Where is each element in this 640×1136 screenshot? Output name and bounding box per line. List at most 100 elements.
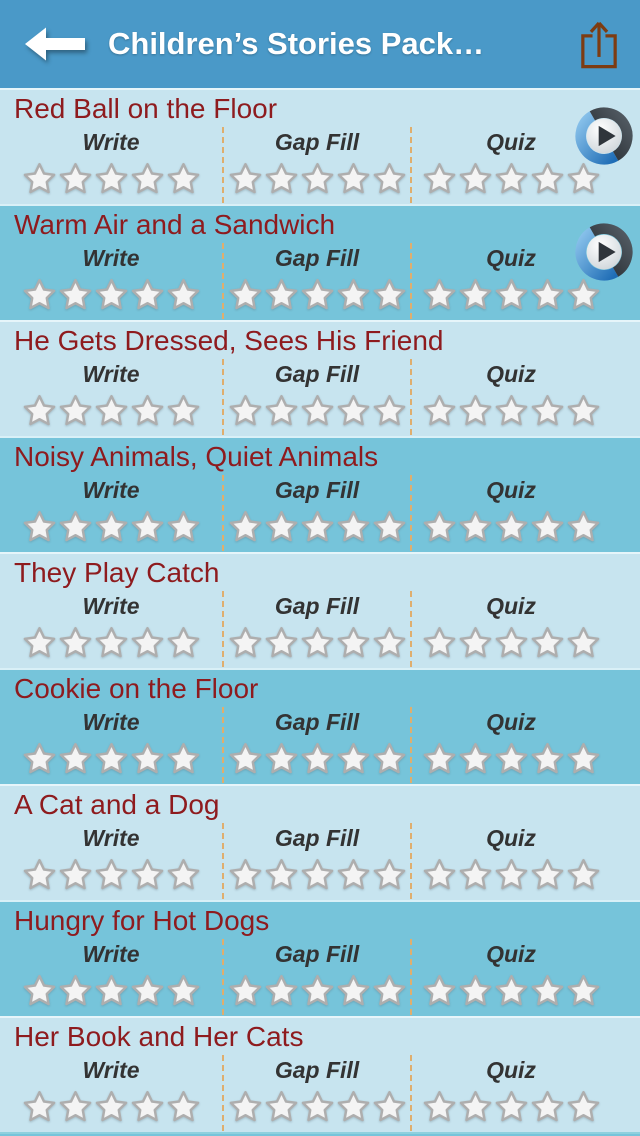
star-icon [423,858,455,890]
rating-stars-quiz [422,393,601,428]
star-icon [495,626,527,658]
star-icon [301,510,333,542]
activity-label-write: Write [82,1057,140,1083]
star-icon [337,1090,369,1122]
star-icon [301,626,333,658]
star-icon [59,278,91,310]
star-icon [131,626,163,658]
star-icon [423,162,455,194]
star-icon [167,974,199,1006]
activity-cell-write[interactable]: Write [0,243,224,319]
star-icon [301,974,333,1006]
star-icon [495,162,527,194]
star-icon [23,742,55,774]
star-icon [373,510,405,542]
rating-stars-gap-fill [228,509,407,544]
activity-cell-quiz[interactable]: Quiz [412,591,640,667]
rating-stars-gap-fill [228,741,407,776]
share-icon [581,21,617,69]
navigation-bar: Children’s Stories Pack… [0,0,640,88]
rating-stars-quiz [422,277,601,312]
star-icon [95,510,127,542]
activity-cell-write[interactable]: Write [0,127,224,203]
star-icon [337,626,369,658]
star-icon [531,742,563,774]
activity-cell-gap-fill[interactable]: Gap Fill [224,823,412,899]
star-icon [337,162,369,194]
rating-stars-write [22,1089,201,1124]
activity-cell-gap-fill[interactable]: Gap Fill [224,359,412,435]
activity-cell-write[interactable]: Write [0,823,224,899]
activity-columns: Write Gap Fill Quiz [0,243,640,319]
star-icon [495,1090,527,1122]
star-icon [95,394,127,426]
star-icon [131,278,163,310]
rating-stars-gap-fill [228,625,407,660]
activity-label-write: Write [82,825,140,851]
rating-stars-quiz [422,625,601,660]
activity-cell-write[interactable]: Write [0,591,224,667]
play-story-icon [575,223,633,281]
activity-label-write: Write [82,129,140,155]
star-icon [337,510,369,542]
share-button[interactable] [576,16,622,72]
rating-stars-quiz [422,973,601,1008]
star-icon [423,626,455,658]
star-icon [167,626,199,658]
star-icon [167,858,199,890]
star-icon [301,278,333,310]
play-story-button[interactable] [573,221,635,283]
activity-label-quiz: Quiz [486,361,536,387]
activity-cell-quiz[interactable]: Quiz [412,127,640,203]
activity-cell-write[interactable]: Write [0,359,224,435]
star-icon [95,162,127,194]
activity-cell-gap-fill[interactable]: Gap Fill [224,591,412,667]
activity-label-gap-fill: Gap Fill [274,593,360,619]
activity-cell-quiz[interactable]: Quiz [412,939,640,1015]
star-icon [167,278,199,310]
activity-columns: Write Gap Fill Quiz [0,127,640,203]
back-button[interactable] [22,21,94,67]
activity-label-quiz: Quiz [486,709,536,735]
rating-stars-quiz [422,741,601,776]
activity-cell-write[interactable]: Write [0,1055,224,1131]
activity-cell-quiz[interactable]: Quiz [412,1055,640,1131]
star-icon [131,974,163,1006]
activity-cell-gap-fill[interactable]: Gap Fill [224,475,412,551]
rating-stars-quiz [422,161,601,196]
star-icon [229,162,261,194]
play-story-button[interactable] [573,105,635,167]
activity-cell-quiz[interactable]: Quiz [412,475,640,551]
activity-cell-quiz[interactable]: Quiz [412,707,640,783]
rating-stars-quiz [422,1089,601,1124]
star-icon [59,1090,91,1122]
activity-columns: Write Gap Fill Quiz [0,1055,640,1131]
rating-stars-write [22,741,201,776]
activity-cell-gap-fill[interactable]: Gap Fill [224,939,412,1015]
star-icon [337,974,369,1006]
rating-stars-quiz [422,509,601,544]
activity-cell-gap-fill[interactable]: Gap Fill [224,243,412,319]
activity-cell-write[interactable]: Write [0,475,224,551]
activity-columns: Write Gap Fill Quiz [0,707,640,783]
activity-cell-gap-fill[interactable]: Gap Fill [224,1055,412,1131]
star-icon [373,278,405,310]
activity-columns: Write Gap Fill Quiz [0,591,640,667]
story-title: A Cat and a Dog [14,789,220,820]
activity-cell-gap-fill[interactable]: Gap Fill [224,707,412,783]
star-icon [373,1090,405,1122]
star-icon [265,1090,297,1122]
activity-cell-gap-fill[interactable]: Gap Fill [224,127,412,203]
star-icon [373,742,405,774]
rating-stars-write [22,393,201,428]
activity-cell-write[interactable]: Write [0,707,224,783]
activity-label-quiz: Quiz [486,245,536,271]
activity-label-quiz: Quiz [486,593,536,619]
star-icon [531,858,563,890]
star-icon [423,394,455,426]
activity-cell-quiz[interactable]: Quiz [412,823,640,899]
activity-cell-quiz[interactable]: Quiz [412,359,640,435]
activity-cell-quiz[interactable]: Quiz [412,243,640,319]
rating-stars-write [22,625,201,660]
activity-cell-write[interactable]: Write [0,939,224,1015]
